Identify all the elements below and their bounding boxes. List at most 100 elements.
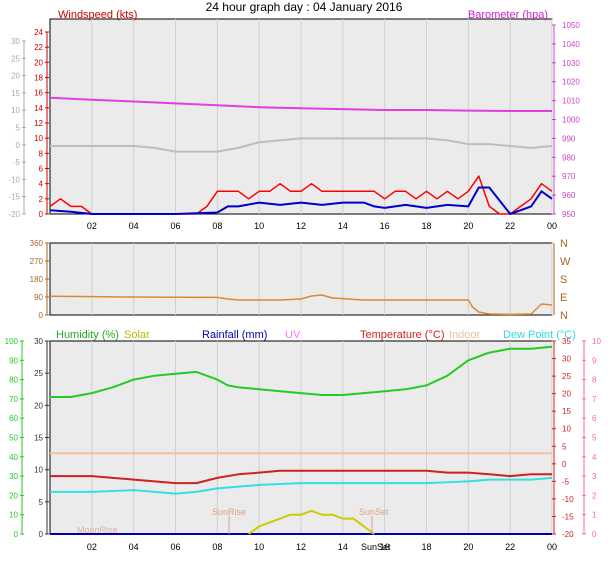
p1-barometer-tick-label: 1010 [562,97,580,106]
p1-barometer-tick-label: 1050 [562,21,580,30]
p1-windspeed-tick-label: 4 [39,180,44,189]
p2-compass-label: N [560,310,568,322]
p3-uv-tick-label: 3 [592,472,597,481]
p3-temp-left-tick-label: 10 [34,466,43,475]
p3-uv-tick-label: 10 [592,337,601,346]
x-tick-label: 08 [212,221,222,231]
x-tick-label: 14 [338,221,348,231]
p3-uv-tick-label: 8 [592,376,597,385]
p1-windspeed-tick-label: 20 [34,58,43,67]
x-tick-label: 20 [463,542,473,552]
series-humidity [50,345,553,398]
p3-temp-right-tick-label: -20 [562,530,574,539]
series-barometer [49,96,552,112]
series-solar [248,509,375,535]
legend-indoor: Indoor [449,329,481,341]
sunset-tick-label: SunSet [361,542,391,552]
p3-temp-right-tick-label: 35 [562,337,571,346]
x-tick-label: 04 [129,221,139,231]
p3-temp-left-tick-label: 25 [34,369,43,378]
x-tick-label: 22 [505,221,515,231]
p1-windspeed-tick-label: 0 [39,210,44,219]
p2-compass-label: E [560,292,567,304]
p3-uv-tick-label: 5 [592,434,597,443]
p1-windspeed-tick-label: 10 [34,134,43,143]
axes: 0202040406060808101012121414161618182020… [5,21,602,552]
p1-barometer-tick-label: 970 [562,172,576,181]
p2-direction-tick-label: 180 [30,275,44,284]
series-temperature [50,469,552,485]
p2-compass-label: S [560,274,567,286]
p3-temp-right-tick-label: -5 [562,477,570,486]
x-tick-label: 00 [547,221,557,231]
windspeed-axis-label: Windspeed (kts) [58,9,137,21]
series-dewpoint [50,476,553,495]
p1-outer-left-tick-label: 5 [16,124,21,133]
x-tick-label: 14 [338,542,348,552]
p1-outer-left-tick-label: 15 [11,89,20,98]
p1-barometer-tick-label: 1030 [562,59,580,68]
p1-barometer-tick-label: 1000 [562,116,580,125]
p3-humidity-tick-label: 50 [9,434,18,443]
p3-uv-tick-label: 4 [592,453,597,462]
sunset-label: SunSet [359,507,389,517]
x-tick-label: 12 [296,542,306,552]
x-tick-label: 12 [296,221,306,231]
p3-temp-right-tick-label: 5 [562,442,567,451]
p3-temp-left-tick-label: 0 [39,530,44,539]
p3-temp-left-tick-label: 15 [34,434,43,443]
chart-title: 24 hour graph day : 04 January 2016 [205,0,403,14]
x-tick-label: 00 [547,542,557,552]
p1-outer-left-tick-label: 10 [11,106,20,115]
p3-temp-right-tick-label: 25 [562,372,571,381]
x-tick-label: 16 [380,221,390,231]
p2-compass-label: N [560,238,568,250]
series-wind-direction [49,294,553,316]
legend-dewpoint: Dew Point (°C) [503,329,576,341]
p1-outer-left-tick-label: 25 [11,54,20,63]
p3-temp-right-tick-label: 0 [562,460,567,469]
p3-temp-left-tick-label: 30 [34,337,43,346]
x-tick-label: 06 [170,221,180,231]
p1-barometer-tick-label: 1020 [562,78,580,87]
x-tick-label: 10 [254,221,264,231]
x-tick-label: 16 [380,542,390,552]
p3-temp-right-tick-label: 30 [562,355,571,364]
p1-barometer-tick-label: 950 [562,210,576,219]
p1-windspeed-tick-label: 2 [39,195,44,204]
x-tick-label: 20 [463,221,473,231]
p1-outer-left-tick-label: -15 [8,193,20,202]
p1-outer-left-tick-label: 0 [16,141,21,150]
p1-barometer-tick-label: 1040 [562,40,580,49]
p1-windspeed-tick-label: 24 [34,28,43,37]
p1-windspeed-tick-label: 14 [34,104,43,113]
p2-compass-label: W [560,256,571,268]
moonrise-label: MoonRise [77,525,118,535]
p3-temp-right-tick-label: 15 [562,407,571,416]
p3-temp-left-tick-label: 20 [34,401,43,410]
legend-solar: Solar [124,329,150,341]
p3-temp-right-tick-label: 20 [562,390,571,399]
p3-humidity-tick-label: 80 [9,376,18,385]
p2-direction-tick-label: 270 [30,257,44,266]
legend-humidity: Humidity (%) [56,329,119,341]
p1-barometer-tick-label: 980 [562,153,576,162]
x-tick-label: 02 [87,542,97,552]
legend-uv: UV [285,329,301,341]
x-tick-label: 08 [212,542,222,552]
x-tick-label: 04 [129,542,139,552]
p3-uv-tick-label: 2 [592,491,597,500]
x-tick-label: 10 [254,542,264,552]
p3-temp-right-tick-label: 10 [562,425,571,434]
p1-outer-left-tick-label: -20 [8,210,20,219]
p3-temp-right-tick-label: -15 [562,512,574,521]
x-tick-label: 02 [87,221,97,231]
p1-windspeed-tick-label: 18 [34,74,43,83]
p3-humidity-tick-label: 20 [9,491,18,500]
p3-humidity-tick-label: 90 [9,356,18,365]
p3-temp-left-tick-label: 5 [39,498,44,507]
p1-windspeed-tick-label: 8 [39,149,44,158]
p2-direction-tick-label: 360 [30,239,44,248]
p3-humidity-tick-label: 70 [9,395,18,404]
legend-temperature: Temperature (°C) [360,329,444,341]
